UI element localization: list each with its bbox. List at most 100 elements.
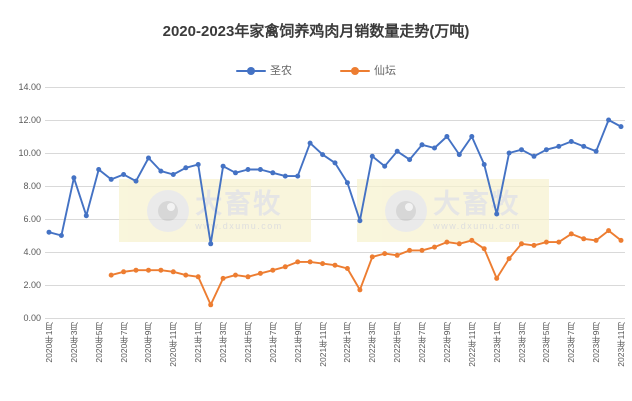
data-point-marker[interactable]	[282, 264, 288, 270]
data-point-marker[interactable]	[195, 162, 201, 167]
chart-legend: 圣农 仙坛	[0, 62, 632, 78]
data-point-marker[interactable]	[407, 247, 413, 253]
data-point-marker[interactable]	[618, 124, 624, 130]
data-point-marker[interactable]	[146, 267, 151, 273]
data-point-marker[interactable]	[394, 148, 400, 154]
data-point-marker[interactable]	[257, 167, 263, 172]
data-point-marker[interactable]	[456, 241, 462, 247]
data-point-marker[interactable]	[344, 180, 350, 186]
data-point-marker[interactable]	[506, 256, 512, 262]
data-point-marker[interactable]	[407, 157, 413, 163]
data-point-marker[interactable]	[531, 153, 537, 159]
data-point-marker[interactable]	[469, 237, 475, 243]
data-point-marker[interactable]	[344, 266, 350, 271]
gridline	[45, 318, 625, 319]
data-point-marker[interactable]	[170, 172, 176, 177]
data-point-marker[interactable]	[295, 173, 301, 179]
data-point-marker[interactable]	[282, 173, 288, 179]
data-point-marker[interactable]	[307, 140, 313, 146]
data-point-marker[interactable]	[183, 165, 189, 171]
data-point-marker[interactable]	[444, 134, 450, 139]
data-point-marker[interactable]	[220, 163, 226, 169]
data-point-marker[interactable]	[432, 145, 437, 151]
data-point-marker[interactable]	[233, 272, 238, 278]
data-point-marker[interactable]	[618, 237, 624, 243]
data-point-marker[interactable]	[382, 251, 388, 257]
data-point-marker[interactable]	[593, 148, 599, 154]
data-point-marker[interactable]	[245, 274, 251, 280]
data-point-marker[interactable]	[357, 218, 363, 224]
data-point-marker[interactable]	[58, 233, 64, 238]
data-point-marker[interactable]	[382, 163, 388, 169]
data-point-marker[interactable]	[83, 213, 89, 219]
legend-item-series-2[interactable]: 仙坛	[340, 62, 396, 78]
data-point-marker[interactable]	[606, 228, 612, 234]
data-point-marker[interactable]	[357, 287, 363, 293]
data-point-marker[interactable]	[245, 167, 251, 172]
data-point-marker[interactable]	[96, 167, 102, 172]
data-point-marker[interactable]	[556, 239, 562, 245]
data-point-marker[interactable]	[158, 168, 164, 174]
data-point-marker[interactable]	[295, 259, 301, 265]
data-point-marker[interactable]	[568, 139, 574, 144]
x-axis-tick-label: 2021年3月	[218, 322, 229, 363]
data-point-marker[interactable]	[593, 237, 599, 243]
data-point-marker[interactable]	[556, 143, 562, 149]
data-point-marker[interactable]	[444, 239, 450, 245]
data-point-marker[interactable]	[332, 160, 338, 166]
data-point-marker[interactable]	[108, 272, 114, 278]
data-point-marker[interactable]	[108, 176, 114, 182]
data-point-marker[interactable]	[208, 302, 214, 308]
data-point-marker[interactable]	[419, 247, 425, 253]
data-point-marker[interactable]	[369, 254, 375, 260]
data-point-marker[interactable]	[257, 270, 263, 276]
data-point-marker[interactable]	[369, 153, 375, 159]
data-point-marker[interactable]	[432, 244, 437, 250]
data-point-marker[interactable]	[519, 241, 524, 247]
data-point-marker[interactable]	[494, 211, 500, 217]
x-axis-tick-label: 2021年11月	[317, 322, 328, 367]
data-point-marker[interactable]	[568, 231, 574, 237]
data-point-marker[interactable]	[481, 246, 487, 252]
data-point-marker[interactable]	[133, 267, 139, 273]
data-point-marker[interactable]	[606, 117, 612, 123]
data-point-marker[interactable]	[494, 275, 500, 281]
data-point-marker[interactable]	[183, 272, 189, 278]
data-point-marker[interactable]	[133, 178, 139, 184]
data-point-marker[interactable]	[158, 267, 164, 273]
data-point-marker[interactable]	[71, 175, 77, 181]
data-point-marker[interactable]	[519, 147, 524, 153]
x-axis-tick-label: 2020年7月	[118, 322, 129, 363]
x-axis-tick-label: 2022年7月	[417, 322, 428, 363]
data-point-marker[interactable]	[320, 152, 326, 158]
data-point-marker[interactable]	[233, 170, 238, 176]
legend-item-series-1[interactable]: 圣农	[236, 62, 292, 78]
data-point-marker[interactable]	[121, 172, 127, 177]
data-point-marker[interactable]	[506, 150, 512, 156]
data-point-marker[interactable]	[469, 134, 475, 139]
y-axis-tick-label: 4.00	[23, 247, 41, 257]
data-point-marker[interactable]	[121, 269, 127, 275]
data-point-marker[interactable]	[320, 261, 326, 267]
data-point-marker[interactable]	[543, 147, 549, 153]
data-point-marker[interactable]	[332, 262, 338, 268]
data-point-marker[interactable]	[581, 143, 587, 149]
data-point-marker[interactable]	[456, 152, 462, 158]
data-point-marker[interactable]	[531, 242, 537, 248]
data-point-marker[interactable]	[419, 142, 425, 148]
data-point-marker[interactable]	[543, 239, 549, 245]
data-point-marker[interactable]	[270, 170, 276, 176]
data-point-marker[interactable]	[220, 275, 226, 281]
data-point-marker[interactable]	[170, 269, 176, 275]
data-point-marker[interactable]	[208, 241, 214, 247]
data-point-marker[interactable]	[581, 236, 587, 242]
data-point-marker[interactable]	[394, 252, 400, 258]
data-point-marker[interactable]	[46, 229, 52, 235]
data-point-marker[interactable]	[146, 155, 151, 161]
data-point-marker[interactable]	[481, 162, 487, 167]
y-axis: 0.00 2.00 4.00 6.00 8.00 10.00 12.00 14.00	[0, 82, 41, 323]
data-point-marker[interactable]	[270, 267, 276, 273]
y-axis-tick-label: 14.00	[18, 82, 41, 92]
data-point-marker[interactable]	[307, 259, 313, 265]
data-point-marker[interactable]	[195, 274, 201, 280]
